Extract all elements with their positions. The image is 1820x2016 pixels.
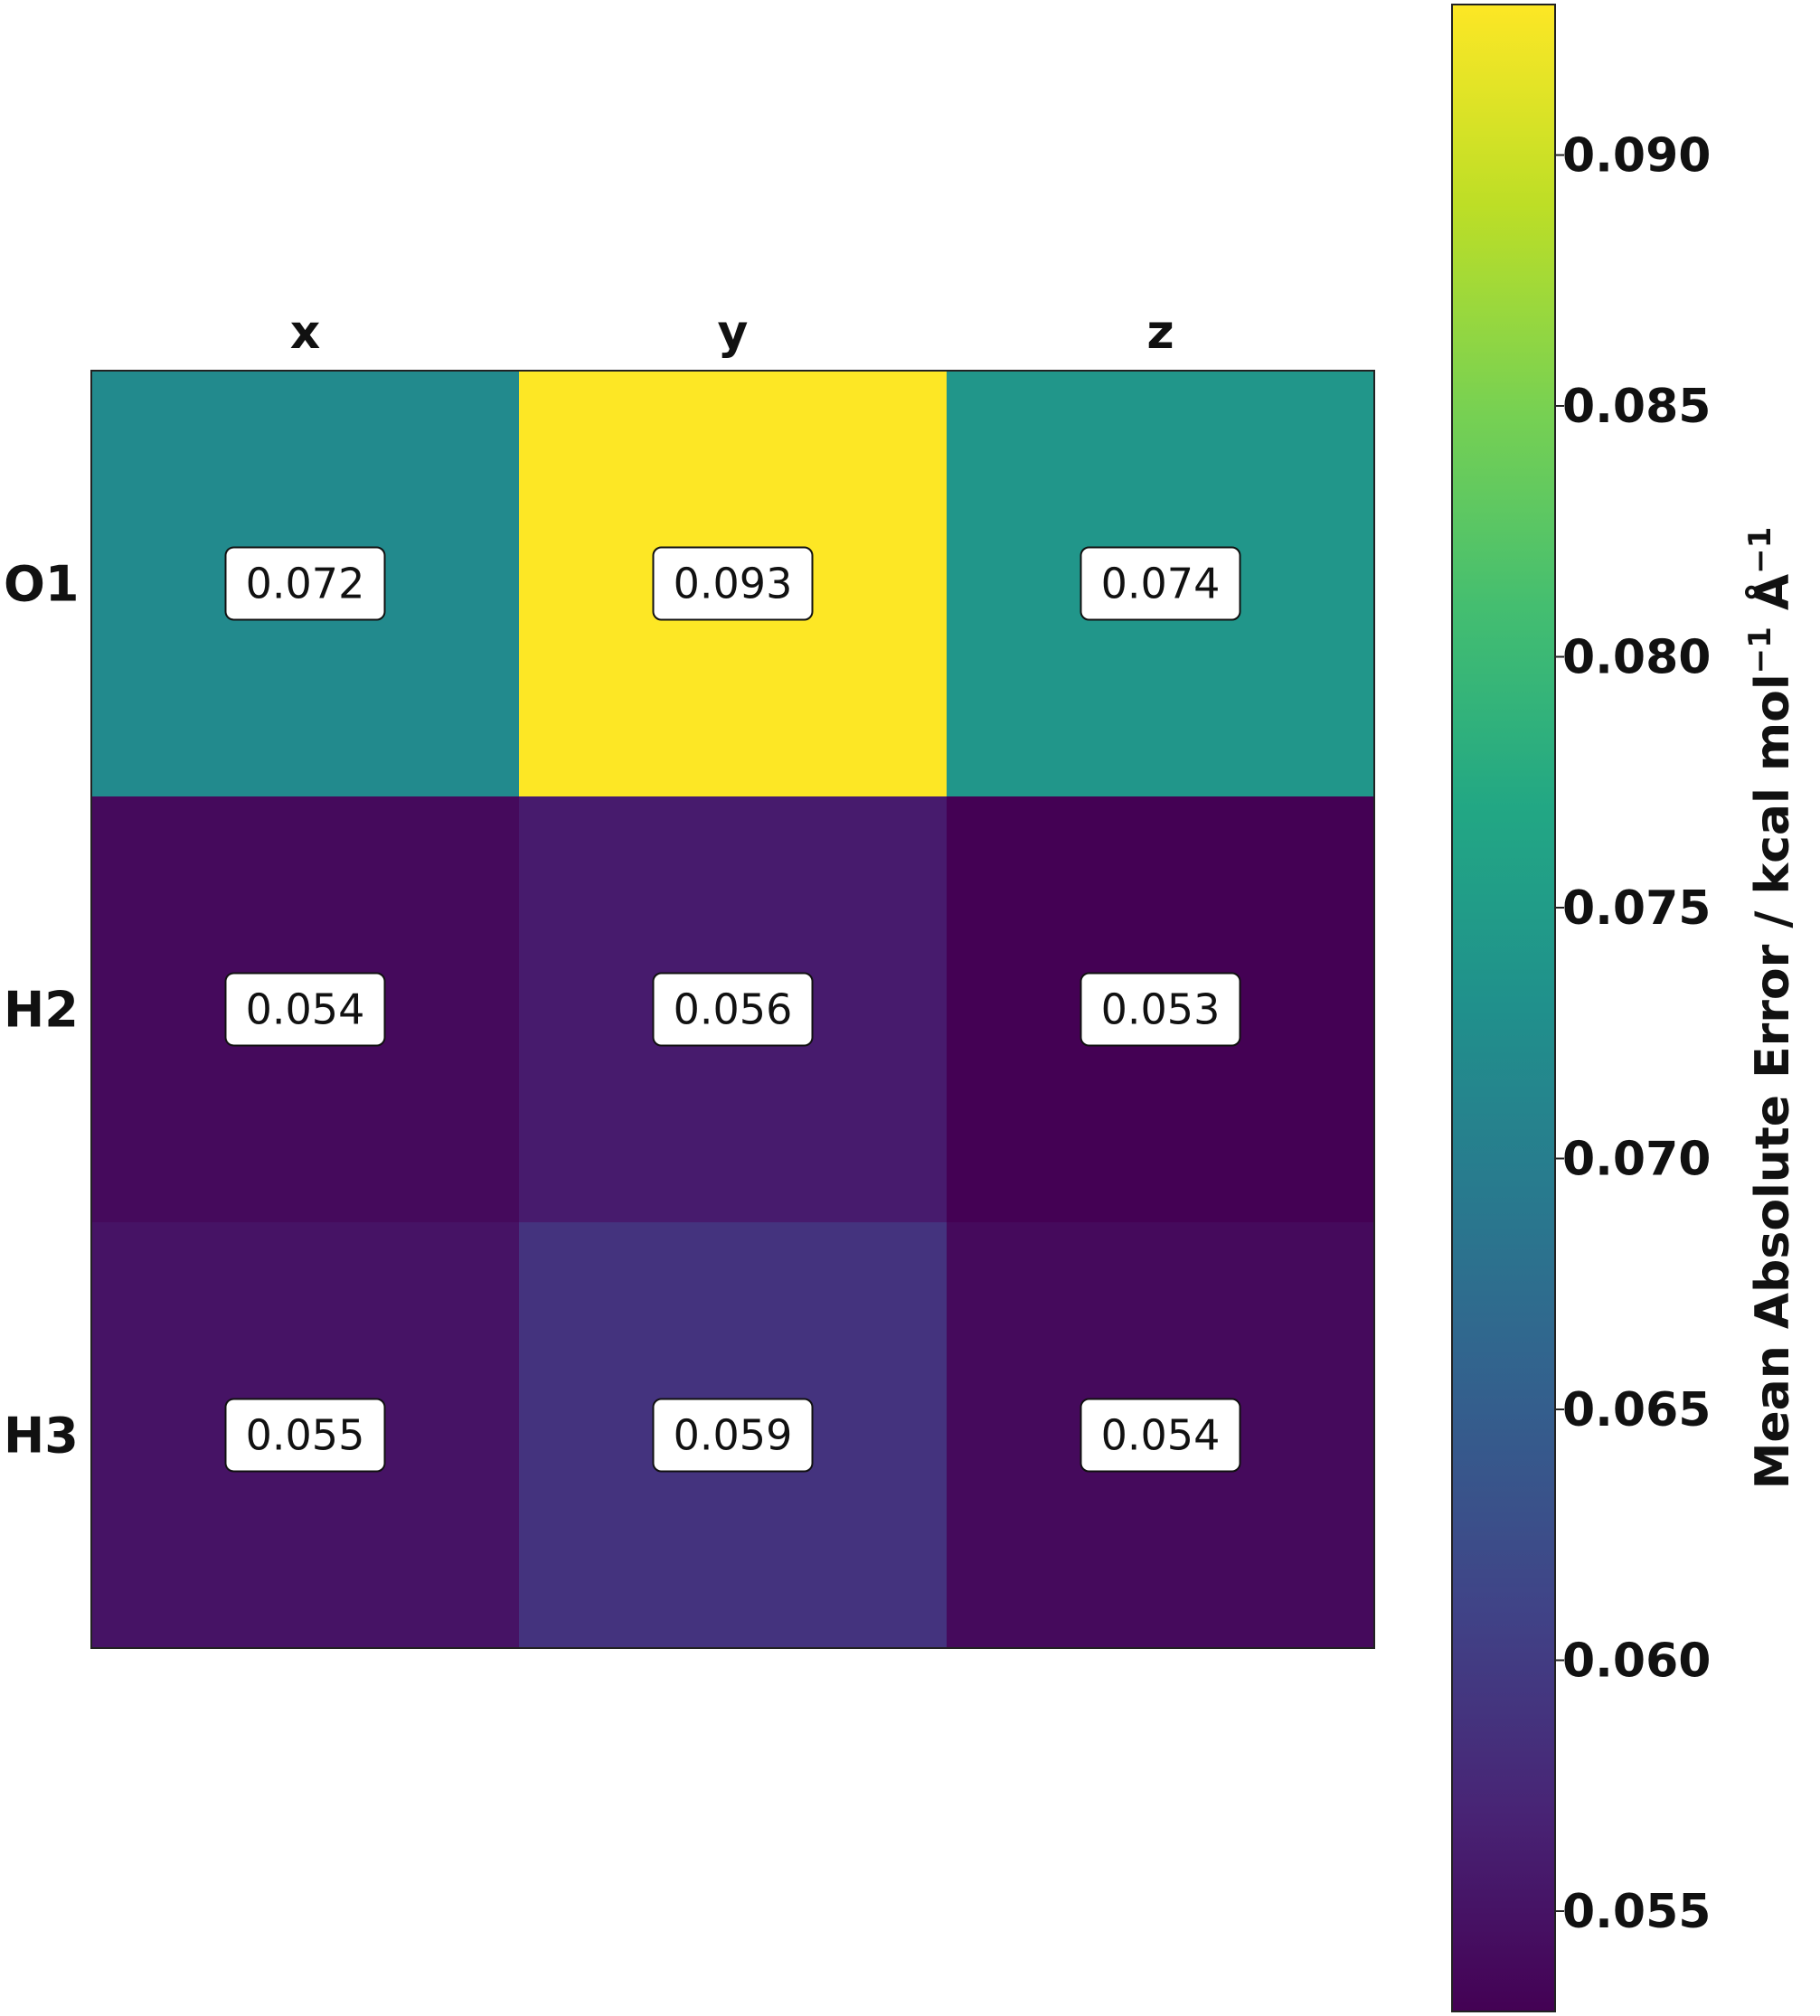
colorbar-tick-label: 0.075 — [1562, 881, 1711, 936]
cell-value-label: 0.059 — [674, 1411, 793, 1460]
colorbar-label: Mean Absolute Error / kcal mol−1 Å−1 — [1742, 527, 1800, 1490]
cell-value-label: 0.056 — [674, 985, 793, 1034]
column-label-z: z — [1146, 306, 1174, 360]
cell-value-label: 0.055 — [246, 1411, 365, 1460]
heatmap-axis-labels: x y z O1 H2 H3 — [4, 306, 1174, 1465]
cell-value-label: 0.072 — [246, 560, 365, 608]
column-label-y: y — [718, 306, 749, 360]
colorbar-tick-label: 0.065 — [1562, 1383, 1711, 1437]
colorbar-tick-label: 0.055 — [1562, 1885, 1711, 1939]
cell-label-box — [224, 1398, 386, 1473]
heatmap-frame — [90, 370, 1375, 1649]
row-label-H2: H2 — [4, 982, 79, 1039]
row-label-H3: H3 — [4, 1408, 79, 1465]
colorbar: 0.055 0.060 0.065 0.070 0.075 0.080 0.085 0.090… — [1451, 4, 1800, 2012]
cell-value-label: 0.093 — [674, 560, 793, 608]
cell-label-box — [1080, 1398, 1241, 1473]
colorbar-label-unit: Å — [1745, 574, 1800, 626]
colorbar-label-exponent: −1 — [1742, 626, 1778, 674]
column-label-x: x — [290, 306, 321, 360]
colorbar-tick-label: 0.085 — [1562, 380, 1711, 434]
colorbar-label-exponent-2: −1 — [1742, 527, 1778, 574]
heatmap-cells: 0.072 0.093 0.074 0.054 0.056 0.053 0.055 0.059… — [90, 370, 1375, 1649]
cell-label-box — [1080, 546, 1241, 621]
colorbar-label-main: Mean Absolute Error / kcal mol — [1746, 674, 1800, 1489]
cell-label-box — [224, 972, 386, 1047]
cell-value-label: 0.054 — [246, 985, 365, 1034]
colorbar-tick-label: 0.090 — [1562, 129, 1711, 184]
cell-value-label: 0.054 — [1101, 1411, 1221, 1460]
cell-label-box — [652, 972, 814, 1047]
colorbar-gradient — [1451, 4, 1556, 2012]
colorbar-tick-label: 0.060 — [1562, 1634, 1711, 1689]
cell-label-box — [652, 546, 814, 621]
cell-label-box — [1080, 972, 1241, 1047]
cell-value-label: 0.074 — [1101, 560, 1221, 608]
colorbar-tick-label: 0.070 — [1562, 1133, 1711, 1187]
cell-label-box — [652, 1398, 814, 1473]
cell-label-box — [224, 546, 386, 621]
cell-value-label: 0.053 — [1101, 985, 1221, 1034]
colorbar-tick-label: 0.080 — [1562, 631, 1711, 685]
row-label-O1: O1 — [4, 556, 79, 613]
colorbar-ticks: 0.055 0.060 0.065 0.070 0.075 0.080 0.085 0.090 — [1555, 129, 1711, 1939]
